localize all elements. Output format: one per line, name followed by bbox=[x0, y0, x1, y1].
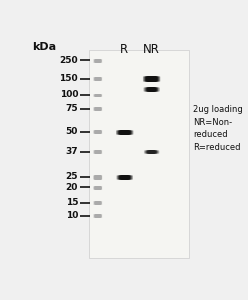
Text: 10: 10 bbox=[66, 211, 78, 220]
Text: 100: 100 bbox=[60, 90, 78, 99]
Text: 15: 15 bbox=[65, 198, 78, 207]
Text: 37: 37 bbox=[65, 147, 78, 156]
Text: 20: 20 bbox=[66, 183, 78, 192]
Bar bbox=[89, 50, 189, 258]
Text: kDa: kDa bbox=[32, 42, 57, 52]
Text: 250: 250 bbox=[60, 56, 78, 65]
Text: R: R bbox=[120, 44, 128, 56]
Text: 150: 150 bbox=[60, 74, 78, 83]
Text: 25: 25 bbox=[65, 172, 78, 182]
Text: NR: NR bbox=[143, 44, 159, 56]
Text: 75: 75 bbox=[65, 104, 78, 113]
Text: 2ug loading
NR=Non-
reduced
R=reduced: 2ug loading NR=Non- reduced R=reduced bbox=[193, 105, 243, 152]
Text: 50: 50 bbox=[66, 128, 78, 136]
